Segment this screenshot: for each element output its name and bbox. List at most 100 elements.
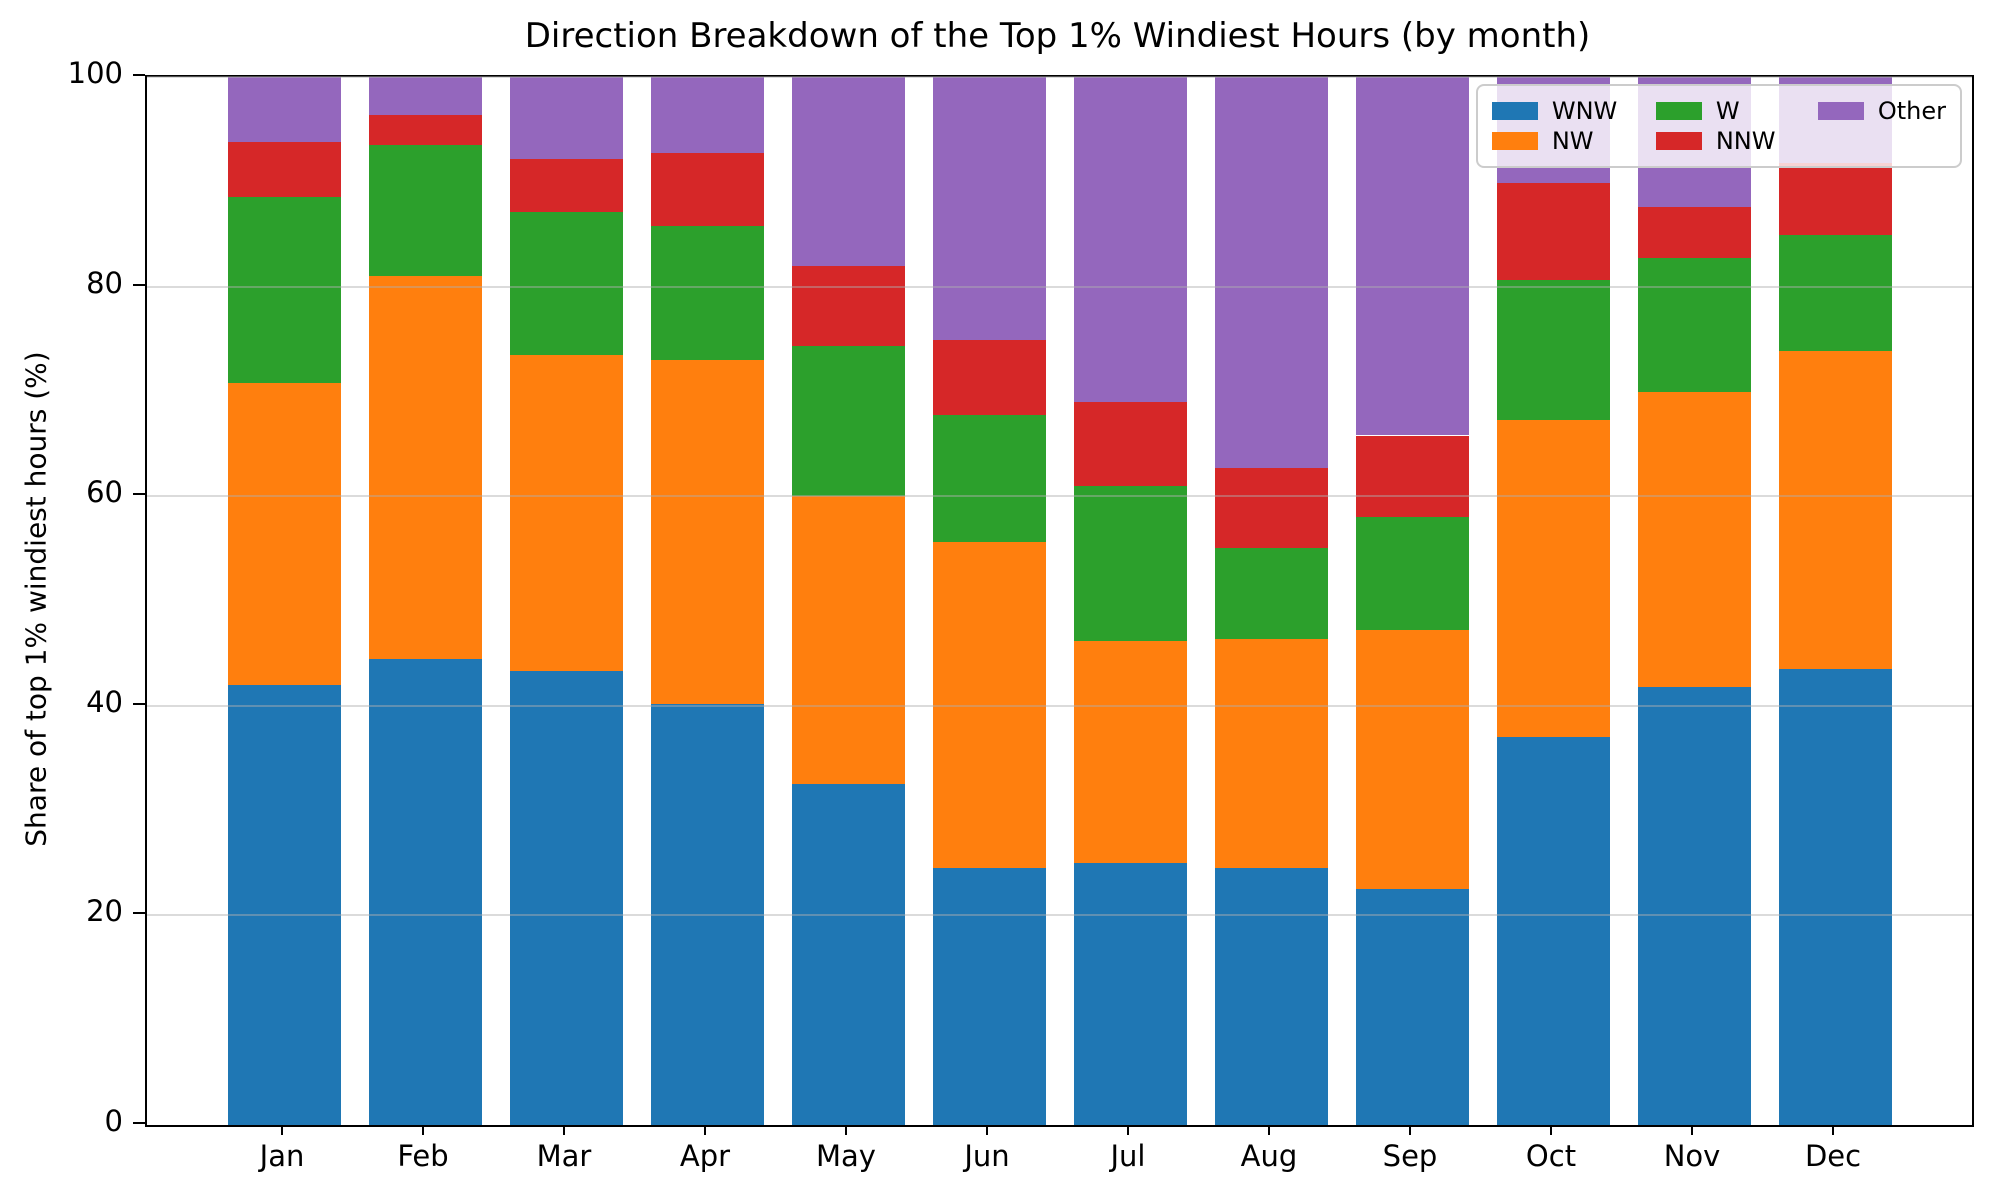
bar-segment-jun-nw [932, 542, 1046, 869]
legend: WNW NW W NNW Other [1475, 84, 1962, 168]
x-tick-label-jul: Jul [1110, 1139, 1146, 1173]
bar-nov [1637, 77, 1751, 1125]
x-tick-label-oct: Oct [1525, 1139, 1577, 1173]
bar-segment-jul-other [1073, 77, 1187, 402]
legend-item-nw: NW [1491, 126, 1656, 156]
bar-segment-feb-nnw [368, 114, 482, 146]
y-tick-label-60: 60 [86, 475, 123, 510]
bar-sep [1355, 77, 1469, 1125]
legend-item-nnw: NNW [1655, 126, 1818, 156]
bar-segment-dec-nnw [1778, 162, 1892, 236]
x-tick-mark [563, 1125, 565, 1135]
bar-segment-may-nw [791, 496, 905, 785]
bar-segment-feb-nw [368, 276, 482, 659]
x-tick-label-sep: Sep [1382, 1139, 1438, 1173]
chart-title: Direction Breakdown of the Top 1% Windie… [524, 16, 1591, 56]
bar-segment-aug-w [1214, 547, 1328, 639]
x-tick-label-mar: Mar [536, 1139, 592, 1173]
x-tick-mark [845, 1125, 847, 1135]
plot-area: WNW NW W NNW Other [145, 75, 1974, 1127]
legend-swatch-w [1655, 102, 1702, 120]
bar-segment-jan-nnw [227, 142, 341, 197]
legend-label-nnw: NNW [1715, 127, 1776, 155]
x-tick-label-feb: Feb [397, 1139, 449, 1173]
legend-swatch-wnw [1491, 102, 1538, 120]
y-tick-label-20: 20 [86, 894, 123, 929]
bar-segment-jul-w [1073, 485, 1187, 641]
bar-segment-apr-wnw [650, 703, 764, 1125]
x-tick-mark [281, 1125, 283, 1135]
legend-swatch-nw [1491, 132, 1538, 150]
legend-item-w: W [1655, 96, 1818, 126]
bar-segment-nov-nw [1637, 392, 1751, 687]
y-tick-mark [133, 74, 145, 76]
bar-segment-may-w [791, 346, 905, 497]
y-tick-mark [133, 493, 145, 496]
x-tick-mark [1691, 1125, 1693, 1135]
y-axis-label: Share of top 1% windiest hours (%) [19, 351, 53, 847]
legend-item-other: Other [1817, 96, 1946, 126]
bar-segment-apr-w [650, 225, 764, 360]
bar-segment-oct-nw [1496, 419, 1610, 738]
bar-segment-jun-wnw [932, 868, 1046, 1125]
bar-segment-may-wnw [791, 784, 905, 1125]
bar-segment-dec-wnw [1778, 669, 1892, 1125]
x-tick-label-jun: Jun [964, 1139, 1010, 1173]
bar-segment-jan-nw [227, 383, 341, 685]
bar-jan [227, 77, 341, 1125]
bar-segment-jun-nnw [932, 340, 1046, 415]
bar-segment-feb-w [368, 145, 482, 277]
legend-item-wnw: WNW [1491, 96, 1656, 126]
bar-segment-dec-w [1778, 235, 1892, 351]
bar-segment-feb-other [368, 77, 482, 115]
bar-segment-sep-nw [1355, 630, 1469, 890]
bar-aug [1214, 77, 1328, 1125]
bar-segment-aug-wnw [1214, 868, 1328, 1125]
legend-label-nw: NW [1551, 127, 1594, 155]
bar-segment-mar-other [509, 77, 623, 159]
bar-segment-mar-w [509, 212, 623, 355]
bar-segment-jun-other [932, 77, 1046, 340]
bar-segment-jan-w [227, 196, 341, 383]
x-tick-mark [986, 1125, 988, 1135]
x-tick-label-dec: Dec [1804, 1139, 1862, 1173]
bar-segment-aug-nnw [1214, 468, 1328, 548]
bar-segment-oct-w [1496, 280, 1610, 420]
bar-segment-nov-wnw [1637, 686, 1751, 1125]
x-tick-label-nov: Nov [1663, 1139, 1721, 1173]
legend-label-other: Other [1877, 97, 1946, 125]
bar-segment-apr-other [650, 77, 764, 153]
bar-jul [1073, 77, 1187, 1125]
x-tick-label-apr: Apr [679, 1139, 731, 1173]
bar-segment-may-nnw [791, 265, 905, 347]
bar-segment-aug-nw [1214, 638, 1328, 869]
bar-segment-sep-nnw [1355, 435, 1469, 518]
bar-segment-apr-nw [650, 360, 764, 704]
x-tick-mark [422, 1125, 424, 1135]
bar-segment-mar-nw [509, 354, 623, 672]
x-tick-label-may: May [816, 1139, 876, 1173]
bar-segment-apr-nnw [650, 152, 764, 226]
bar-segment-may-other [791, 77, 905, 266]
y-tick-mark [133, 283, 145, 286]
bar-oct [1496, 77, 1610, 1125]
bar-feb [368, 77, 482, 1125]
bar-segment-sep-other [1355, 77, 1469, 436]
bar-segment-jan-other [227, 77, 341, 142]
y-tick-mark [133, 702, 145, 705]
legend-label-wnw: WNW [1551, 97, 1618, 125]
x-tick-label-aug: Aug [1240, 1139, 1298, 1173]
y-tick-mark [133, 912, 145, 915]
x-tick-mark [1127, 1125, 1129, 1135]
bar-segment-mar-wnw [509, 671, 623, 1125]
bar-mar [509, 77, 623, 1125]
bar-segment-mar-nnw [509, 158, 623, 213]
bar-segment-dec-nw [1778, 350, 1892, 670]
bar-segment-aug-other [1214, 77, 1328, 468]
x-tick-mark [704, 1125, 706, 1135]
x-tick-mark [1550, 1125, 1552, 1135]
bar-segment-jul-wnw [1073, 863, 1187, 1125]
bar-segment-sep-wnw [1355, 889, 1469, 1125]
bar-segment-jul-nw [1073, 640, 1187, 863]
legend-swatch-other [1817, 102, 1864, 120]
